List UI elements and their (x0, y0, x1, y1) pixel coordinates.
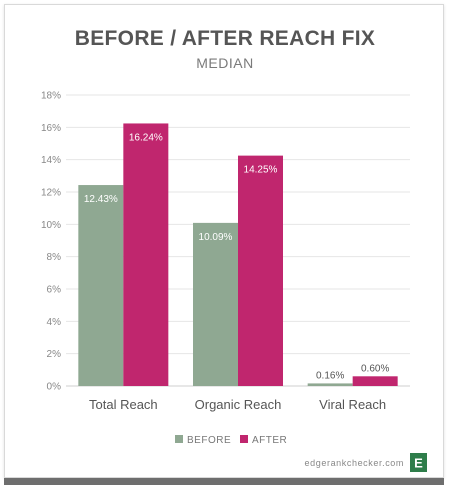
bar-value-label: 0.60% (361, 363, 389, 374)
legend-label-after: AFTER (252, 435, 287, 446)
bar-before-total-reach (78, 185, 124, 386)
logo-letter: E (414, 456, 423, 471)
bar-value-label: 10.09% (199, 232, 233, 243)
y-tick-label: 16% (41, 123, 61, 134)
bar-after-organic-reach (238, 155, 283, 386)
y-tick-label: 14% (41, 155, 61, 166)
y-tick-label: 10% (41, 220, 61, 231)
x-category-label: Organic Reach (195, 397, 282, 412)
bar-value-label: 0.16% (316, 370, 344, 381)
legend-label-before: BEFORE (187, 435, 231, 446)
logo-icon (410, 453, 427, 472)
y-tick-label: 4% (47, 317, 62, 328)
bar-value-label: 16.24% (129, 132, 163, 143)
bar-value-label: 14.25% (244, 165, 278, 176)
bars: 12.43% 16.24% Total Reach 10.09% 14.25% Organ… (78, 123, 398, 412)
y-tick-label: 2% (47, 349, 62, 360)
bottom-bar (4, 478, 444, 485)
bar-after-viral-reach (352, 376, 398, 386)
bar-value-label: 12.43% (84, 194, 118, 205)
bar-before-organic-reach (193, 222, 238, 386)
bar-before-viral-reach (307, 383, 353, 386)
y-tick-label: 6% (47, 285, 62, 296)
bar-after-total-reach (123, 123, 169, 386)
footer-site[interactable]: edgerankchecker.com (305, 458, 404, 468)
y-tick-label: 0% (47, 382, 62, 393)
legend: BEFORE AFTER (175, 435, 287, 446)
chart-title: BEFORE / AFTER REACH FIX (75, 27, 375, 50)
x-category-label: Total Reach (89, 397, 158, 412)
x-category-label: Viral Reach (319, 397, 386, 412)
legend-swatch-before (175, 435, 183, 443)
y-tick-label: 12% (41, 188, 61, 199)
chart-subtitle: MEDIAN (196, 55, 253, 71)
legend-swatch-after (240, 435, 248, 443)
y-tick-label: 18% (41, 91, 61, 102)
y-tick-label: 8% (47, 252, 62, 263)
